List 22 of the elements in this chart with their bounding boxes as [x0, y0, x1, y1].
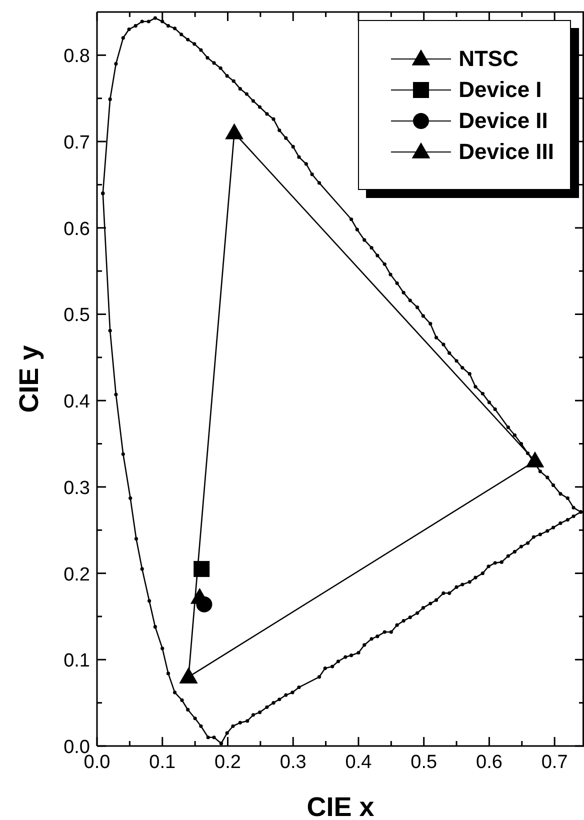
- y-tick-label: 0.4: [64, 392, 90, 413]
- legend-label: Device II: [458, 108, 548, 134]
- y-axis-title: CIE y: [14, 345, 44, 413]
- x-tick-label: 0.6: [476, 752, 502, 773]
- x-tick-label: 0.7: [541, 752, 568, 773]
- x-axis-title: CIE x: [306, 792, 374, 820]
- legend-label: NTSC: [458, 46, 518, 72]
- y-tick-label: 0.2: [64, 564, 90, 586]
- legend-label: Device I: [458, 76, 542, 102]
- y-tick-label: 0.6: [64, 218, 90, 240]
- y-tick-label: 0.3: [64, 478, 90, 499]
- y-tick-label: 0.8: [64, 46, 90, 68]
- x-tick-label: 0.0: [84, 752, 110, 773]
- y-tick-label: 0.1: [64, 650, 90, 672]
- y-tick-label: 0.7: [64, 132, 90, 154]
- x-tick-label: 0.2: [214, 752, 241, 773]
- x-tick-label: 0.5: [410, 752, 438, 773]
- y-tick-label: 0.5: [64, 305, 90, 326]
- x-tick-label: 0.1: [149, 752, 176, 773]
- x-tick-label: 0.4: [345, 752, 372, 773]
- legend-label: Device III: [458, 138, 554, 164]
- x-tick-label: 0.3: [280, 752, 306, 773]
